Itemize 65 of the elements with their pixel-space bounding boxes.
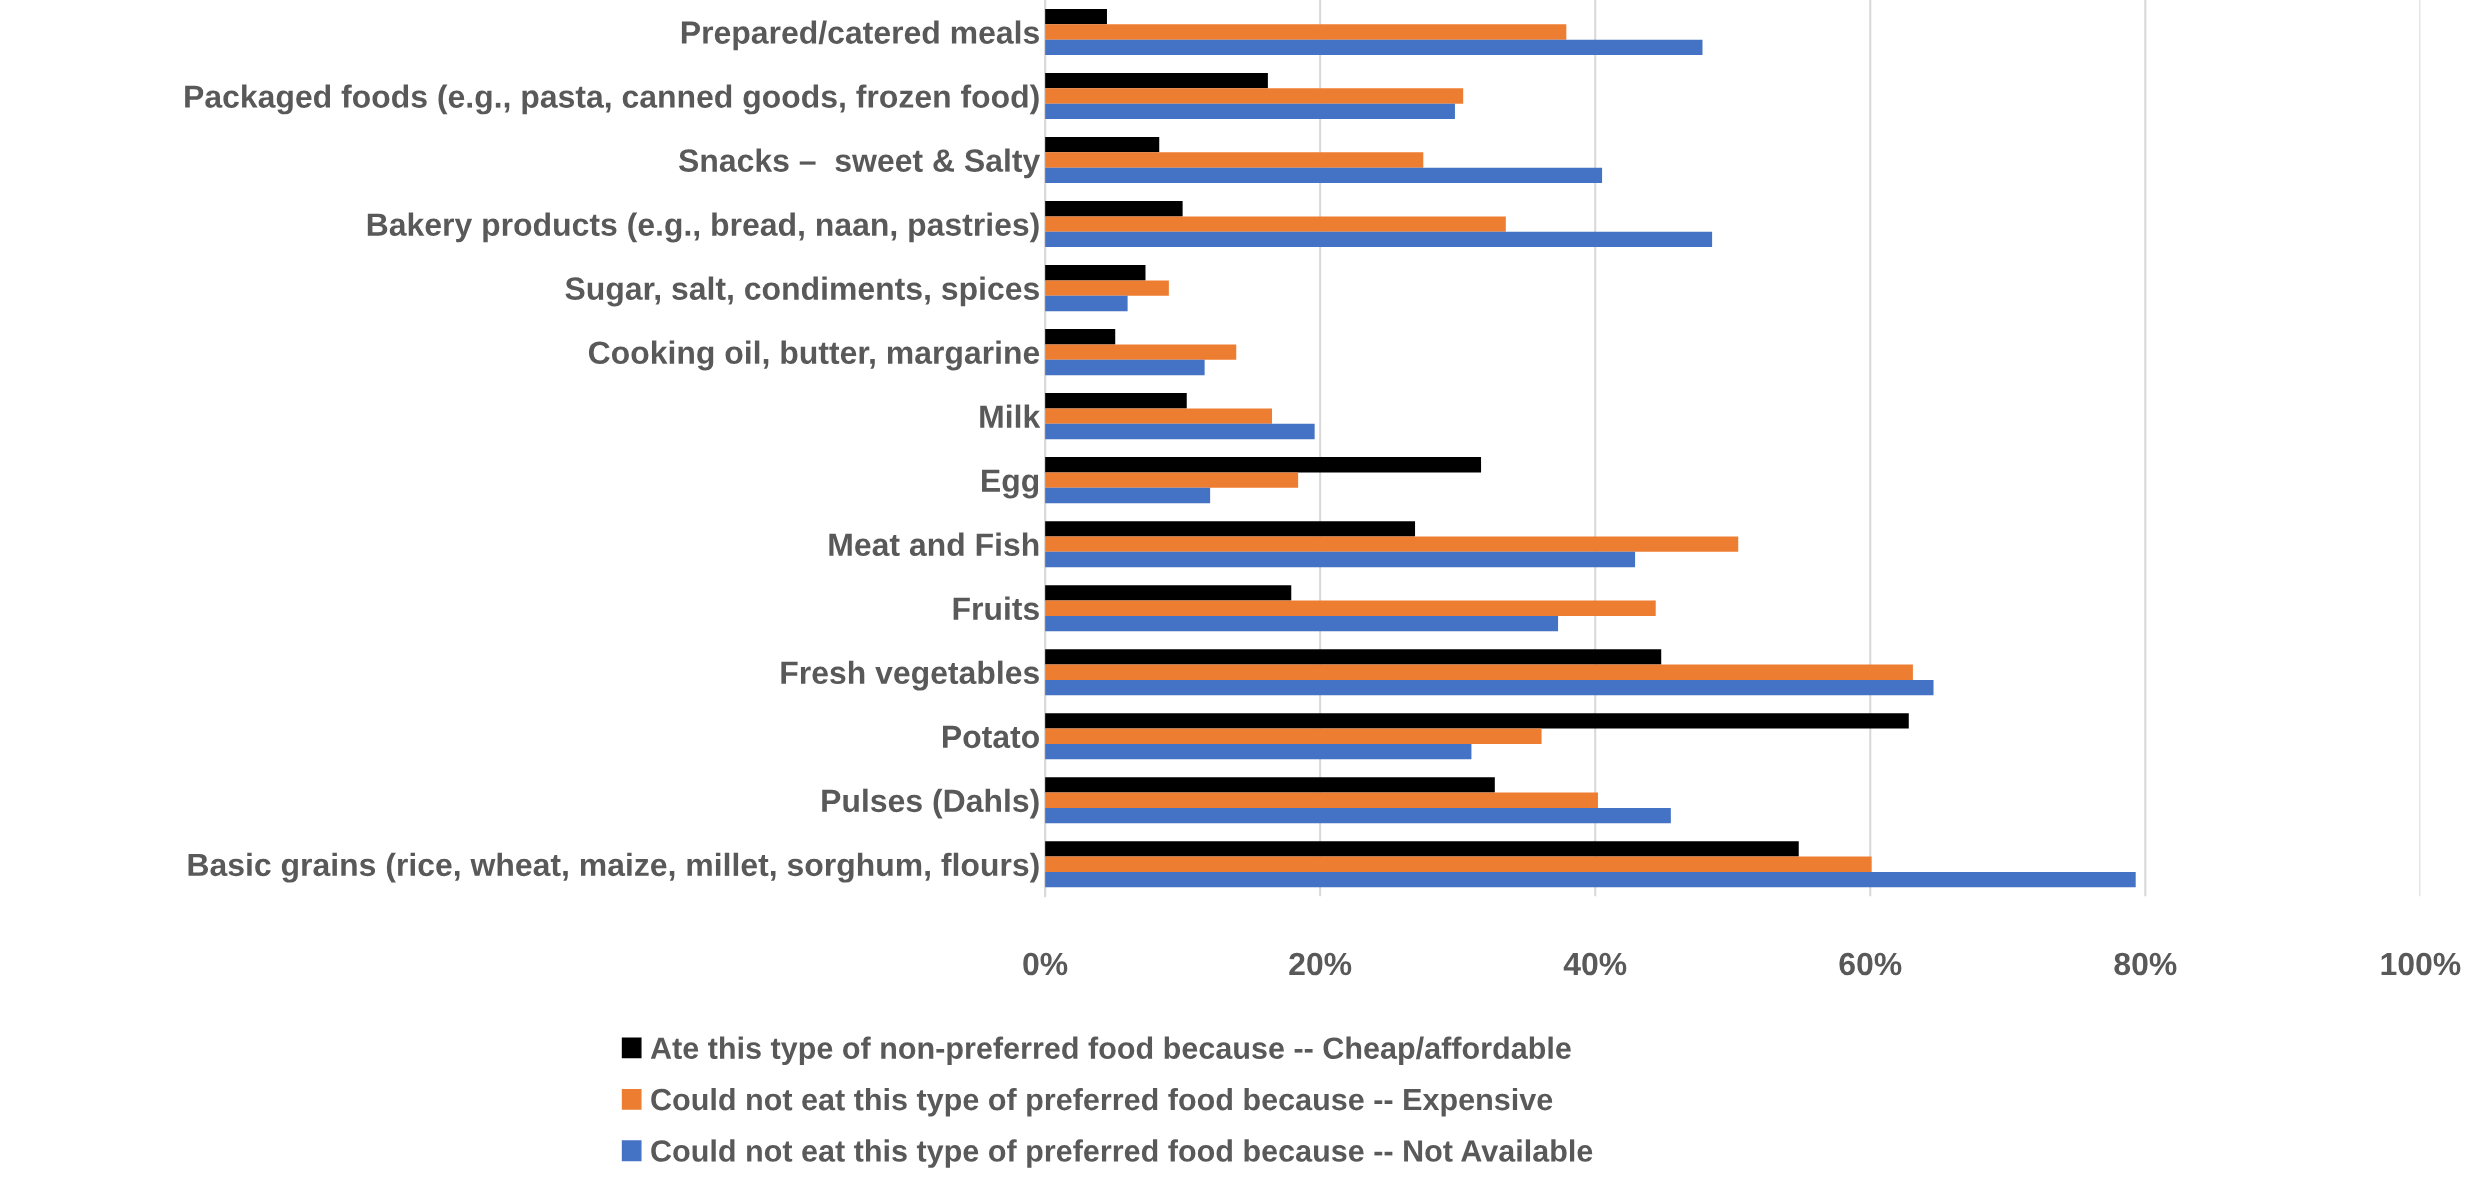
bar bbox=[1045, 103, 1455, 120]
y-tick-label: Potato bbox=[943, 725, 1039, 749]
bar bbox=[1045, 585, 1292, 601]
x-tick-label: 80% bbox=[2114, 952, 2177, 976]
bar bbox=[1045, 265, 1146, 281]
bar bbox=[1045, 536, 1739, 552]
bar bbox=[1045, 521, 1416, 537]
bar bbox=[1045, 423, 1315, 440]
bar bbox=[1045, 137, 1160, 153]
legend-label: Could not eat this type of preferred food because -- Expensive bbox=[651, 1087, 1553, 1117]
bar bbox=[1045, 551, 1636, 568]
bar bbox=[1045, 841, 1799, 857]
x-tick-label: 20% bbox=[1289, 952, 1352, 976]
y-tick-label: Fruits bbox=[953, 596, 1039, 621]
bar bbox=[1045, 792, 1598, 808]
x-tick-label: 100% bbox=[2381, 952, 2461, 976]
y-tick-label: Fresh vegetables bbox=[781, 660, 1039, 691]
y-tick-label: Sugar, salt, condiments, spices bbox=[565, 276, 1039, 307]
bar bbox=[1045, 777, 1495, 793]
bar bbox=[1045, 807, 1671, 824]
bar bbox=[1045, 152, 1424, 168]
legend-label: Could not eat this type of preferred food because -- Not Available bbox=[651, 1139, 1593, 1168]
y-tick-label: Bakery products (e.g., bread, naan, pastries) bbox=[367, 212, 1039, 243]
x-tick-label: 60% bbox=[1839, 952, 1902, 976]
bar bbox=[1045, 344, 1237, 360]
y-tick-label: Meat and Fish bbox=[829, 532, 1039, 557]
x-tick-label: 0% bbox=[1023, 952, 1068, 976]
bar bbox=[1045, 713, 1909, 729]
bar bbox=[1045, 216, 1506, 232]
bar bbox=[1045, 24, 1567, 40]
y-tick-label: Pulses (Dahls) bbox=[822, 788, 1039, 819]
bar bbox=[1045, 664, 1913, 680]
bar bbox=[1045, 649, 1662, 665]
bar bbox=[1045, 472, 1299, 488]
bar bbox=[1045, 856, 1872, 872]
bar bbox=[1045, 615, 1559, 632]
bar bbox=[1045, 88, 1464, 104]
bar bbox=[1045, 231, 1713, 248]
x-tick-label: 40% bbox=[1563, 952, 1627, 976]
y-tick-label: Basic grains (rice, wheat, maize, millet, sorghum, flours) bbox=[188, 852, 1039, 883]
y-tick-label: Egg bbox=[982, 469, 1039, 499]
bar bbox=[1045, 201, 1183, 217]
bar bbox=[1045, 728, 1542, 744]
bar bbox=[1045, 8, 1107, 25]
bar bbox=[1045, 393, 1187, 409]
y-tick-label: Prepared/catered meals bbox=[681, 20, 1039, 51]
bar bbox=[1045, 167, 1603, 184]
bar bbox=[1045, 280, 1169, 296]
bar bbox=[1045, 457, 1482, 473]
bar bbox=[1045, 72, 1268, 89]
bar bbox=[1045, 39, 1703, 56]
bar bbox=[1045, 295, 1128, 312]
y-tick-label: Snacks – sweet & Salty bbox=[678, 148, 1041, 179]
legend-label: Ate this type of non-preferred food because -- Cheap/affordable bbox=[650, 1036, 1571, 1066]
bar bbox=[1045, 487, 1211, 504]
y-tick-label: Packaged foods (e.g., pasta, canned goods, frozen food) bbox=[185, 84, 1039, 115]
bar bbox=[1045, 600, 1656, 616]
bar bbox=[1045, 679, 1934, 696]
y-tick-label: Milk bbox=[980, 404, 1041, 428]
bar bbox=[1045, 408, 1273, 424]
bar bbox=[1045, 743, 1472, 760]
bar bbox=[1045, 329, 1116, 345]
bar bbox=[1045, 359, 1205, 376]
bar bbox=[1045, 871, 2136, 888]
y-tick-label: Cooking oil, butter, margarine bbox=[588, 340, 1040, 371]
